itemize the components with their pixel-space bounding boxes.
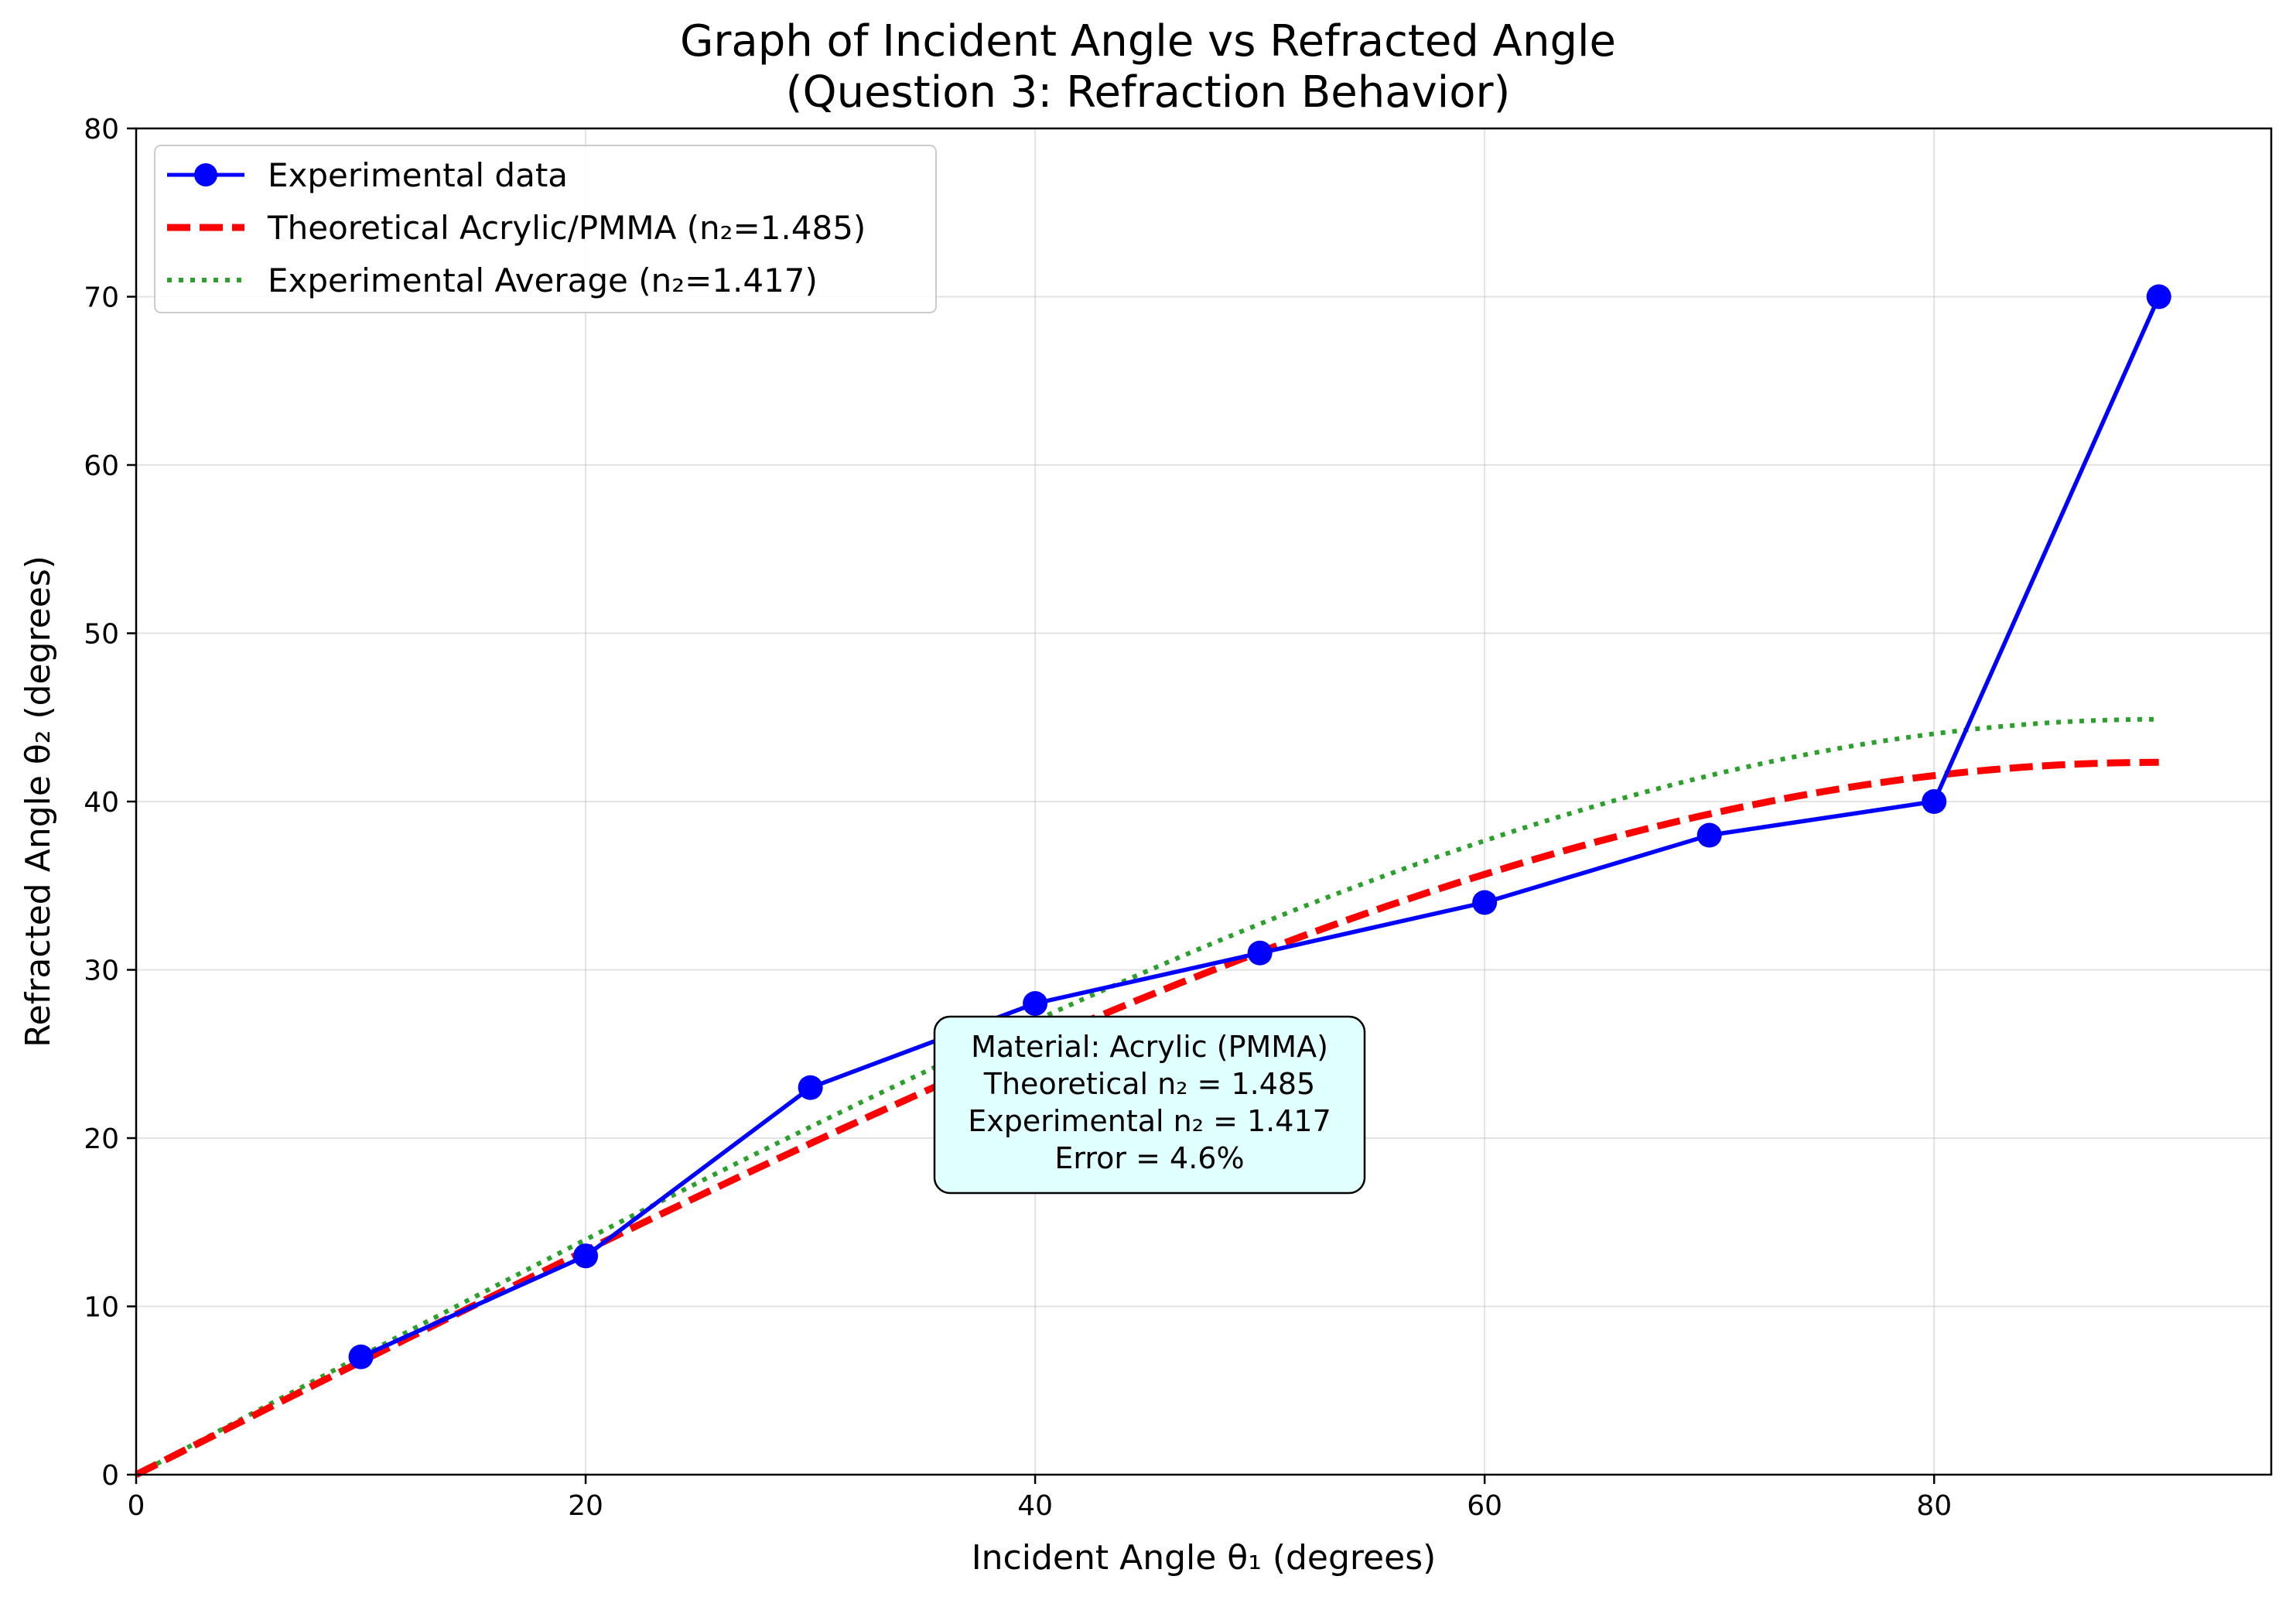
y-tick-label: 80 — [84, 114, 119, 145]
data-point — [1922, 789, 1947, 814]
legend-box — [154, 145, 937, 313]
y-tick-label: 30 — [84, 956, 119, 987]
data-point — [1696, 822, 1722, 848]
y-axis-label: Refracted Angle θ₂ (degrees) — [19, 556, 58, 1048]
x-tick-label: 60 — [1467, 1490, 1502, 1522]
annotation-line-error: Error = 4.6% — [1054, 1141, 1244, 1175]
y-tick-label: 40 — [84, 787, 119, 819]
legend-marker-experimental — [194, 163, 217, 186]
series-layer — [134, 284, 2171, 1479]
y-tick-label: 50 — [84, 619, 119, 651]
annotation-background — [933, 1015, 1366, 1195]
chart-subtitle: (Question 3: Refraction Behavior) — [786, 67, 1511, 118]
series-line-experimental — [360, 296, 2161, 1359]
x-axis-label: Incident Angle θ₁ (degrees) — [972, 1538, 1437, 1578]
grid-lines — [135, 128, 2271, 1475]
x-tick-label: 0 — [128, 1490, 145, 1522]
chart-title: Graph of Incident Angle vs Refracted Ang… — [680, 16, 1616, 67]
data-point — [1472, 890, 1498, 915]
axis-ticks: 0 20 40 60 80 0 10 20 30 40 50 60 70 80 — [84, 114, 1952, 1522]
annotation-line-experimental: Experimental n₂ = 1.417 — [968, 1104, 1331, 1138]
data-point — [1023, 991, 1048, 1016]
annotation-box: Material: Acrylic (PMMA) Theoretical n₂ … — [933, 1015, 1366, 1195]
legend-label-average: Experimental Average (n₂=1.417) — [268, 262, 818, 299]
legend: Experimental data Theoretical Acrylic/PM… — [154, 145, 937, 313]
x-tick-label: 80 — [1916, 1490, 1952, 1522]
data-point — [573, 1243, 599, 1269]
data-point — [2146, 284, 2171, 309]
legend-label-theoretical: Theoretical Acrylic/PMMA (n₂=1.485) — [267, 209, 866, 247]
x-tick-label: 20 — [568, 1490, 603, 1522]
y-tick-label: 0 — [101, 1460, 119, 1492]
x-tick-label: 40 — [1017, 1490, 1053, 1522]
data-point — [348, 1344, 374, 1369]
y-tick-label: 20 — [84, 1123, 119, 1155]
y-tick-label: 70 — [84, 282, 119, 314]
legend-label-experimental: Experimental data — [268, 156, 568, 194]
plot-frame — [135, 127, 2273, 1476]
data-point — [1247, 940, 1273, 966]
y-tick-label: 60 — [84, 450, 119, 482]
y-tick-label: 10 — [84, 1292, 119, 1324]
annotation-line-theoretical: Theoretical n₂ = 1.485 — [983, 1067, 1315, 1101]
series-line-experimental-average — [135, 716, 2159, 1477]
data-point — [798, 1075, 823, 1100]
annotation-line-material: Material: Acrylic (PMMA) — [971, 1030, 1328, 1064]
